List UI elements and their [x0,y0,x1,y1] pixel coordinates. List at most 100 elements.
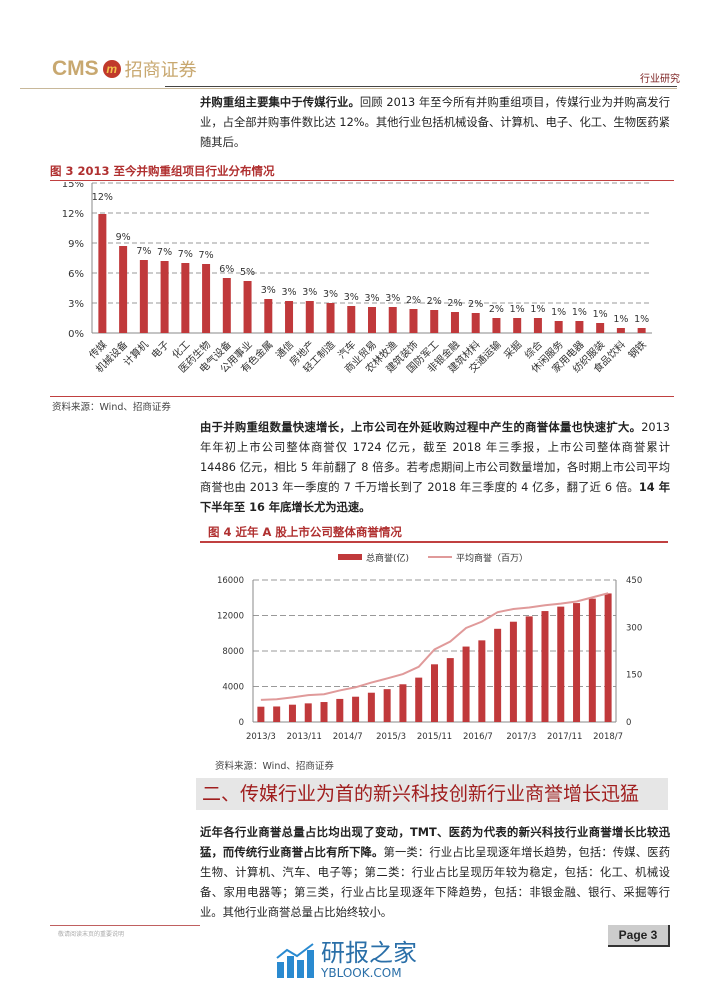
para1-text: 回顾 2013 年至今所有并购重组项目，传媒行业为并购高发行业，占全部并购事件数… [200,96,670,149]
data-label: 3% [344,292,359,303]
paragraph-2: 由于并购重组数量快速增长，上市公司在外延收购过程中产生的商誉体量也快速扩大。20… [200,418,670,518]
y-left-tick-label: 16000 [217,576,244,586]
bar [513,318,522,333]
x-tick-label: 2015/3 [376,732,406,742]
cms-logo: CMS m 招商证券 [52,56,197,82]
bar [450,312,459,333]
logo-mark-icon: m [102,60,121,78]
data-label: 2% [406,295,421,306]
fig4-source: 资料来源：Wind、招商证券 [215,761,334,772]
bar [533,318,542,333]
x-tick-label: 2014/7 [333,732,363,742]
x-tick-label: 2013/11 [287,732,322,742]
data-label: 3% [281,287,296,298]
logo-en: CMS [52,57,99,80]
bar [509,621,517,722]
bar [367,692,375,722]
bar [557,606,565,722]
bar [288,704,296,722]
data-label: 1% [510,304,525,315]
data-label: 1% [634,314,649,325]
y-left-tick-label: 0 [239,718,244,728]
y-right-tick-label: 0 [626,718,631,728]
data-label: 2% [447,298,462,309]
y-tick-label: 0% [68,329,84,340]
x-tick-label: 2013/3 [246,732,276,742]
watermark: 研报之家 YBLOOK.COM [275,940,417,980]
legend-bar-swatch [338,554,362,560]
bar [243,281,252,333]
bar [264,299,273,333]
bar [415,677,423,722]
y-left-tick-label: 12000 [217,612,244,622]
bar [604,593,612,722]
footer-note: 敬请阅读末页的重要说明 [58,931,125,938]
y-tick-label: 12% [62,209,84,220]
bar [320,702,328,722]
bar [257,706,265,722]
y-left-tick-label: 8000 [222,647,244,657]
bar [588,598,596,722]
para2-bold: 由于并购重组数量快速增长，上市公司在外延收购过程中产生的商誉体量也快速扩大。 [200,421,642,434]
y-right-tick-label: 300 [626,623,642,633]
bar [575,321,584,333]
bar [596,323,605,333]
bar [637,328,646,333]
legend-line-label: 平均商誉（百万） [456,552,528,564]
fig3-rule [50,180,674,181]
data-label: 2% [427,296,442,307]
bar [202,264,211,333]
x-tick-label: 2018/7 [593,732,623,742]
bar [352,696,360,722]
para1-bold: 并购重组主要集中于传媒行业。 [200,96,360,109]
data-label: 1% [530,304,545,315]
bar [494,628,502,722]
data-label: 1% [593,309,608,320]
header-rule [165,86,677,87]
bar [160,261,169,333]
para3-text: 第一类：行业占比呈现逐年增长趋势，包括：传媒、医药生物、计算机、汽车、电子等；第… [200,846,670,919]
bar [285,301,294,333]
fig4-rule [200,541,668,543]
bar [446,658,454,722]
page-number: Page 3 [608,925,670,947]
bar [554,321,563,333]
data-label: 1% [551,307,566,318]
x-tick-label: 2015/11 [417,732,452,742]
data-label: 3% [385,293,400,304]
bar [368,307,376,333]
bar [431,664,438,722]
x-tick-label: 钢铁 [625,338,648,361]
x-tick-label: 电子 [148,338,171,361]
data-label: 7% [178,249,193,260]
bar [181,263,190,333]
data-label: 3% [302,287,317,298]
data-label: 7% [136,246,151,257]
bar [573,603,581,722]
data-label: 2% [468,299,483,310]
data-label: 1% [572,307,587,318]
bar [98,214,107,333]
bar [471,313,480,333]
data-label: 12% [92,192,113,203]
bar [222,278,231,333]
fig4-title: 图 4 近年 A 股上市公司整体商誉情况 [208,525,402,539]
watermark-chart-icon [276,943,314,978]
logo-cn: 招商证券 [124,60,197,80]
watermark-cn: 研报之家 [321,939,417,967]
data-label: 2% [489,304,504,315]
y-tick-label: 3% [68,299,84,310]
data-label: 7% [157,247,172,258]
data-label: 9% [116,232,131,243]
para2-bold2: 14 年下半年至 16 年底增长尤为迅速。 [200,481,670,514]
bar [326,303,335,333]
legend-bar-label: 总商誉(亿) [366,552,409,564]
y-right-tick-label: 450 [626,576,642,586]
section-heading: 二、传媒行业为首的新兴科技创新行业商誉增长迅猛 [196,778,668,810]
bar [347,306,356,333]
bar [336,698,344,722]
data-label: 3% [364,293,379,304]
bar [525,616,533,722]
bar [139,260,148,333]
